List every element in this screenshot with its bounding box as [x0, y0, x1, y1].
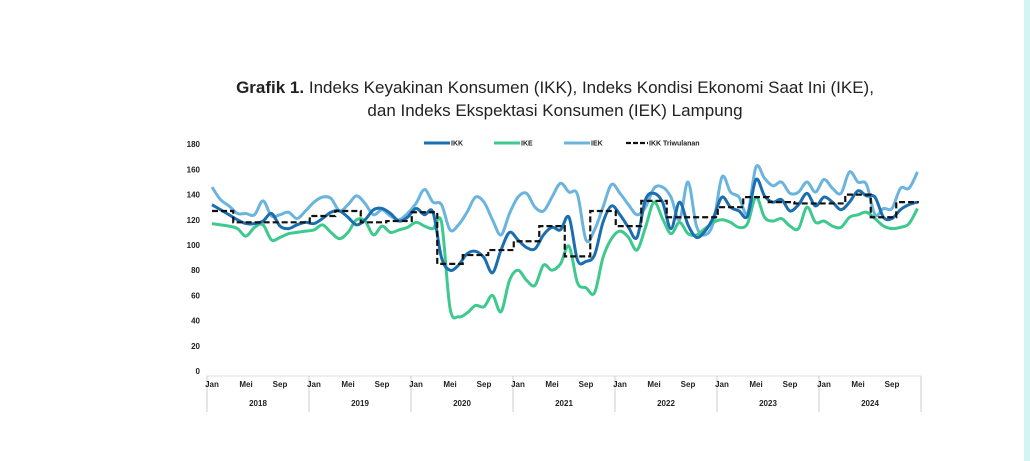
chart-title: Grafik 1. Indeks Keyakinan Konsumen (IKK… — [0, 76, 1030, 122]
y-tick-label: 60 — [191, 291, 200, 300]
x-tick-label: Sep — [681, 380, 696, 389]
y-tick-label: 140 — [187, 191, 201, 200]
right-edge-strip — [1024, 0, 1030, 461]
x-tick-label: Mei — [851, 380, 864, 389]
chart-title-line2: dan Indeks Ekspektasi Konsumen (IEK) Lam… — [367, 101, 743, 120]
year-label: 2020 — [453, 399, 471, 408]
x-tick-label: Mei — [545, 380, 558, 389]
x-tick-label: Mei — [341, 380, 354, 389]
y-tick-label: 120 — [187, 216, 201, 225]
year-label: 2018 — [249, 399, 267, 408]
x-tick-label: Mei — [749, 380, 762, 389]
x-tick-label: Jan — [613, 380, 627, 389]
year-label: 2022 — [657, 399, 675, 408]
x-tick-label: Jan — [409, 380, 423, 389]
series-line-ikk — [211, 177, 918, 275]
x-tick-label: Mei — [443, 380, 456, 389]
x-tick-label: Sep — [273, 380, 288, 389]
year-label: 2021 — [555, 399, 573, 408]
x-tick-label: Sep — [783, 380, 798, 389]
x-tick-label: Sep — [885, 380, 900, 389]
y-tick-label: 100 — [187, 241, 201, 250]
x-tick-label: Sep — [375, 380, 390, 389]
y-tick-label: 80 — [191, 266, 200, 275]
legend-label: IKK Triwulanan — [649, 141, 700, 148]
x-tick-label: Mei — [647, 380, 660, 389]
x-tick-label: Sep — [579, 380, 594, 389]
y-tick-label: 40 — [191, 317, 200, 326]
y-tick-label: 180 — [187, 140, 201, 149]
year-label: 2019 — [351, 399, 369, 408]
x-tick-label: Jan — [715, 380, 729, 389]
y-tick-label: 0 — [196, 367, 201, 376]
legend-label: IEK — [591, 141, 603, 148]
x-tick-label: Mei — [239, 380, 252, 389]
x-tick-label: Jan — [307, 380, 321, 389]
x-tick-label: Sep — [477, 380, 492, 389]
series-line-ike — [211, 195, 919, 320]
year-label: 2024 — [861, 399, 879, 408]
y-tick-label: 160 — [187, 165, 201, 174]
series-line-ikk-triwulanan — [212, 193, 919, 265]
chart-title-line1: Indeks Keyakinan Konsumen (IKK), Indeks … — [308, 78, 874, 97]
x-tick-label: Jan — [205, 380, 219, 389]
year-label: 2023 — [759, 399, 777, 408]
x-tick-label: Jan — [511, 380, 525, 389]
x-tick-label: Jan — [817, 380, 831, 389]
series-line-iek — [210, 164, 919, 244]
y-tick-label: 20 — [191, 342, 200, 351]
chart-title-label: Grafik 1. — [236, 78, 305, 97]
legend-label: IKE — [521, 141, 533, 148]
legend-label: IKK — [451, 141, 463, 148]
